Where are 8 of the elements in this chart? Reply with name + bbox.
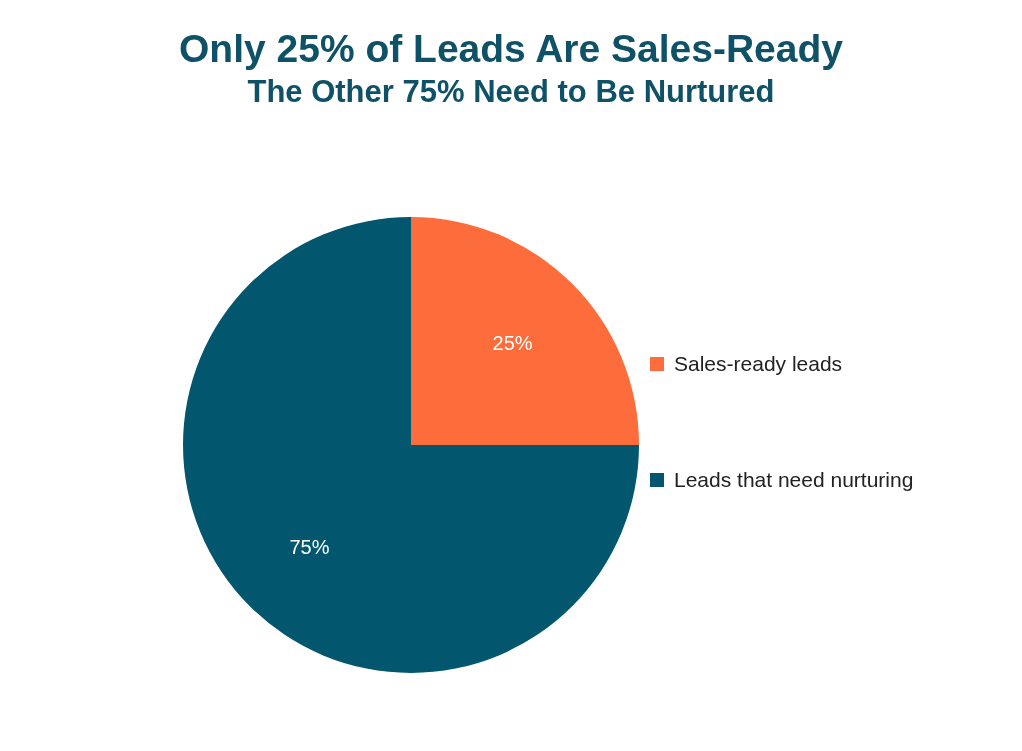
chart-subtitle: The Other 75% Need to Be Nurtured [246, 73, 776, 111]
pie-slice [183, 217, 639, 673]
chart-title: Only 25% of Leads Are Sales-Ready [178, 26, 844, 72]
pie-slice [411, 217, 639, 445]
data-label: 75% [289, 535, 330, 558]
legend-label: Leads that need nurturing [674, 468, 914, 492]
legend-label: Sales-ready leads [674, 352, 843, 376]
data-label: 25% [492, 332, 533, 355]
